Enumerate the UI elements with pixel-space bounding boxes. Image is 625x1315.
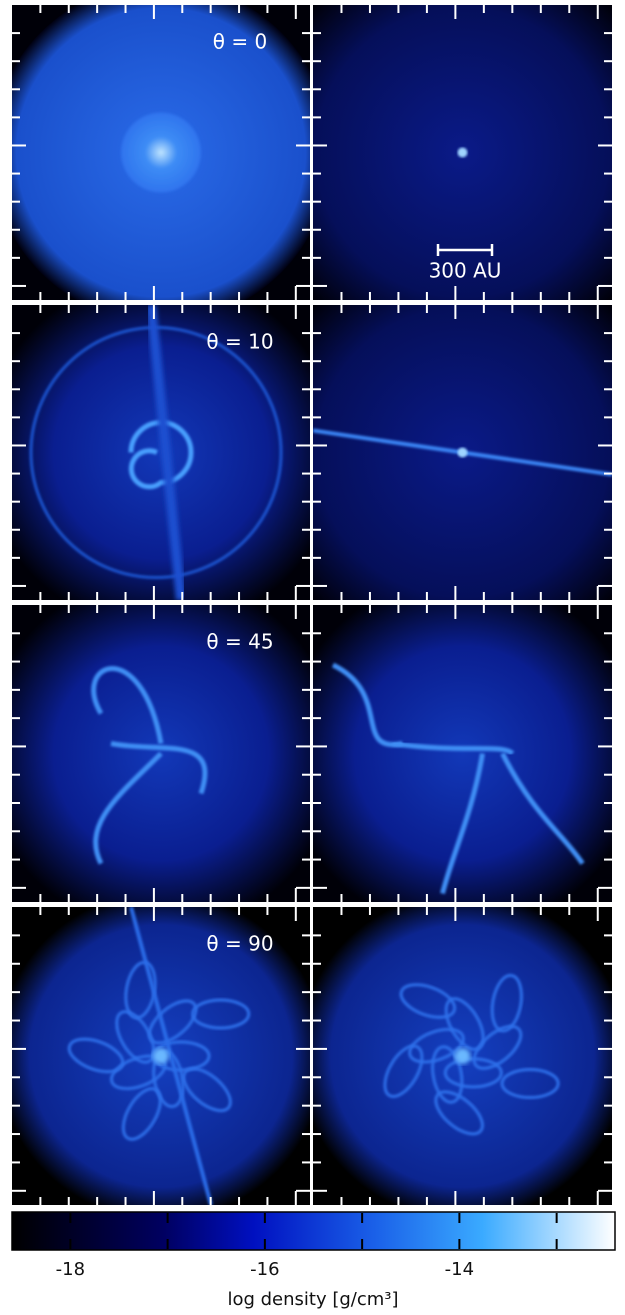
panel <box>313 305 612 600</box>
glow <box>313 605 612 902</box>
scale-bar-label: 300 AU <box>429 259 502 283</box>
colorbar-tick-label: -16 <box>250 1259 279 1280</box>
panel-image <box>313 907 612 1205</box>
core <box>458 148 468 158</box>
panel-label: θ = 10 <box>206 330 273 354</box>
colorbar-tick-label: -14 <box>445 1259 474 1280</box>
core <box>153 1048 169 1064</box>
colorbar <box>12 1212 615 1250</box>
panel <box>313 5 612 300</box>
panel-image <box>313 605 612 902</box>
colorbar-tick-label: -18 <box>56 1259 85 1280</box>
panel <box>313 907 612 1205</box>
core <box>455 1048 471 1064</box>
panel: θ = 45 <box>12 605 310 902</box>
panel: θ = 0 <box>0 0 331 323</box>
figure: θ = 0 θ = 10 θ = 45 θ = 90 300 AU log densi… <box>0 0 625 1315</box>
panel-label: θ = 45 <box>206 630 273 654</box>
panel <box>313 605 612 902</box>
panel-label: θ = 0 <box>213 30 267 54</box>
panel: θ = 10 <box>12 305 310 600</box>
core <box>121 113 201 193</box>
panel-image <box>313 305 612 600</box>
colorbar-label: log density [g/cm³] <box>227 1289 398 1310</box>
panel-label: θ = 90 <box>206 932 273 956</box>
panels: θ = 0 θ = 10 θ = 45 θ = 90 <box>0 0 612 1205</box>
panel: θ = 90 <box>12 907 310 1205</box>
panel-image <box>313 5 612 300</box>
core <box>458 448 468 458</box>
